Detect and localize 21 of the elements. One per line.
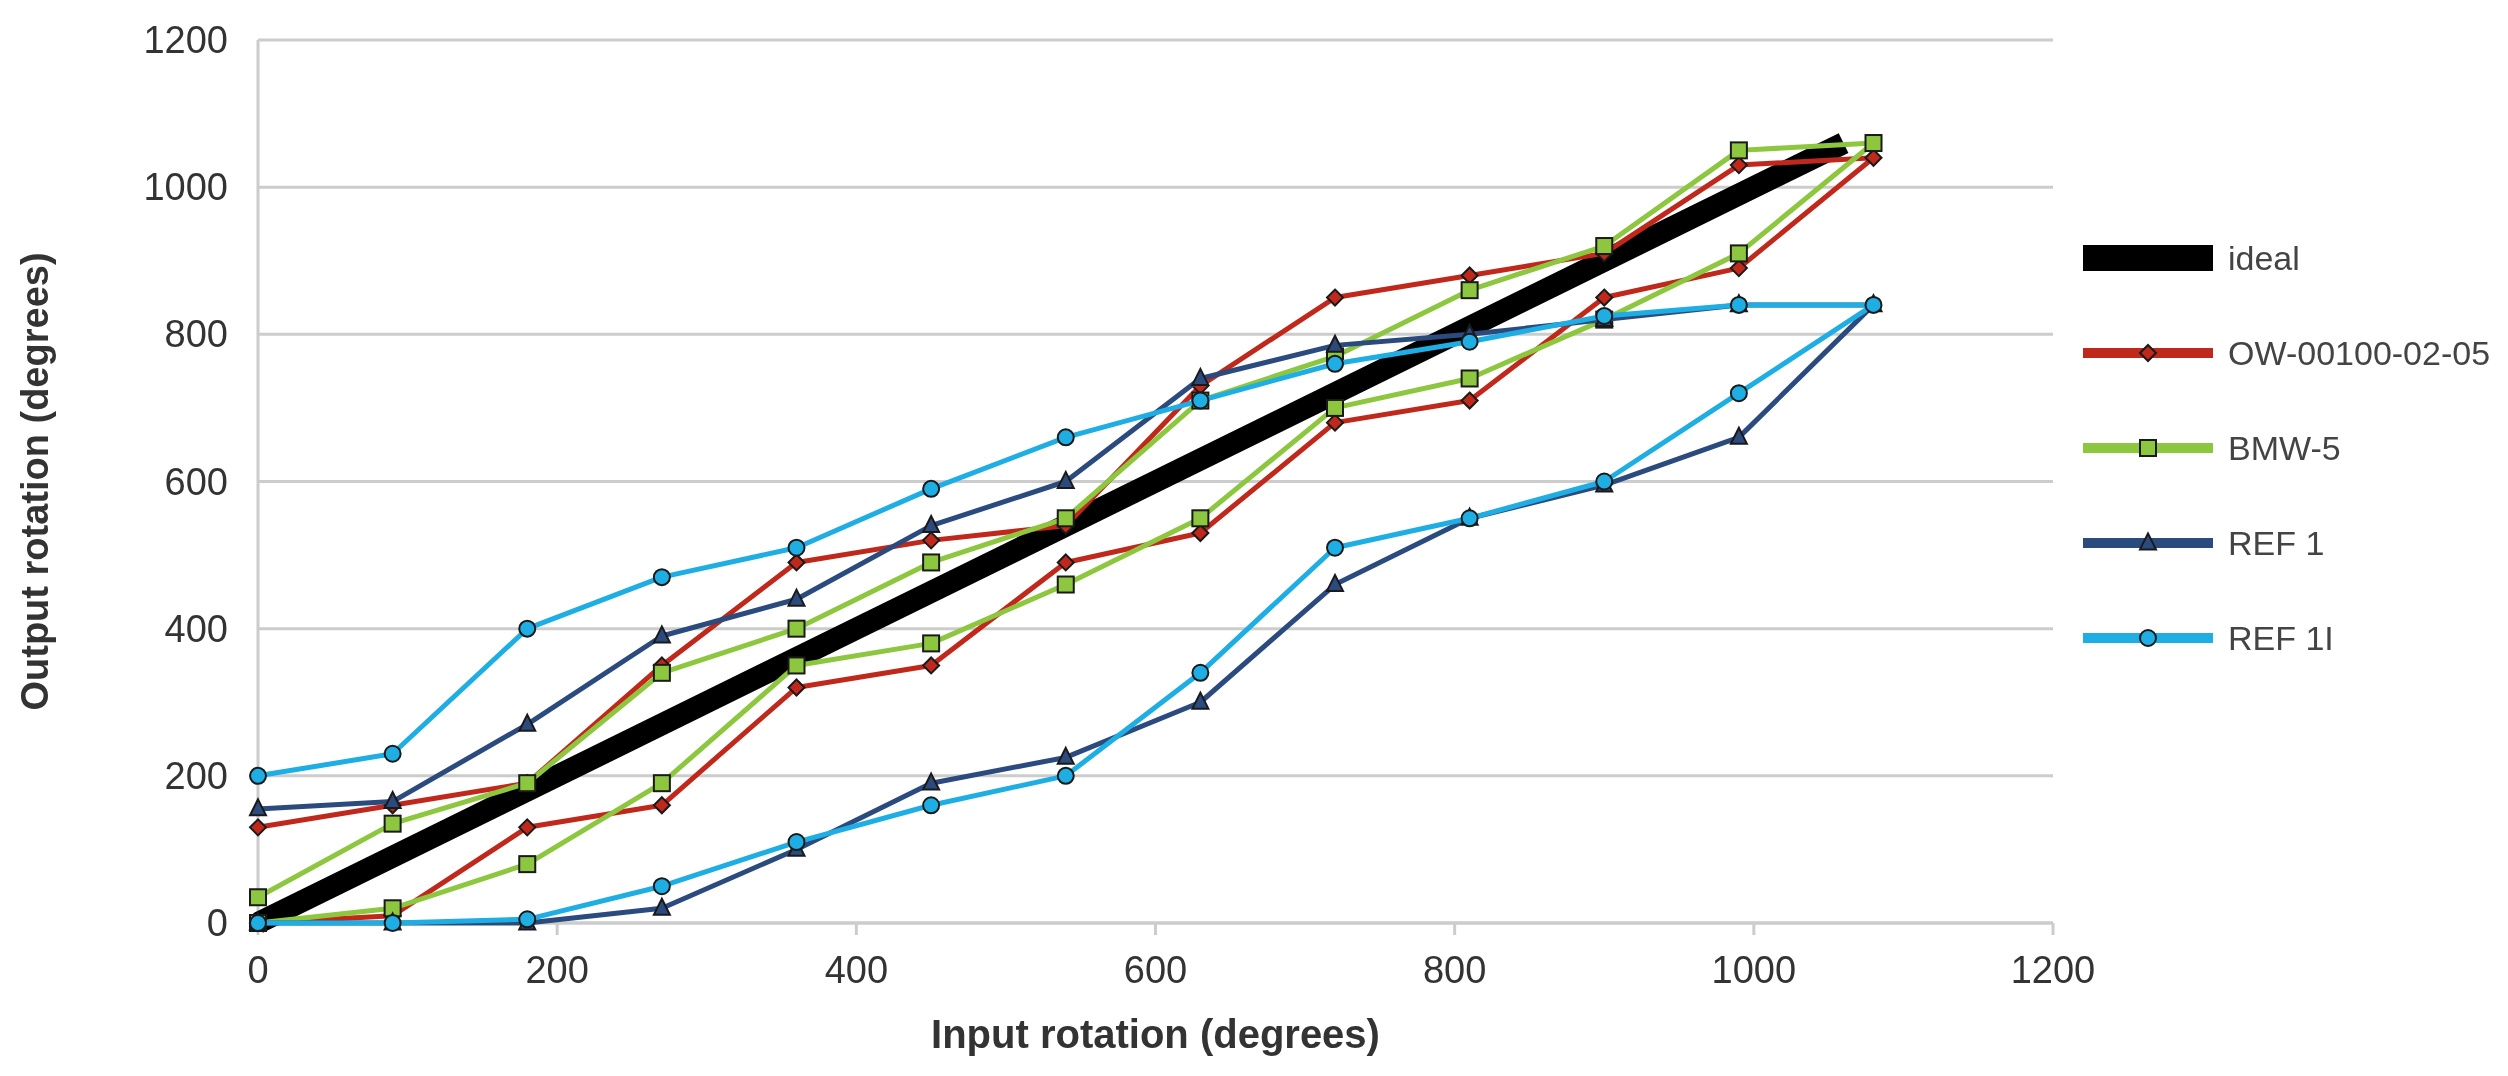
y-tick-label: 200 <box>164 754 228 797</box>
x-tick-label: 600 <box>1123 949 1188 991</box>
legend-label: OW-00100-02-05 <box>2228 334 2491 372</box>
y-tick-label: 400 <box>164 607 228 650</box>
x-tick-label: 400 <box>824 949 889 991</box>
legend-label: REF 1 <box>2228 524 2325 562</box>
y-tick-label: 600 <box>164 460 228 503</box>
y-tick-label: 0 <box>206 902 228 944</box>
x-tick-label: 200 <box>525 949 589 991</box>
x-tick-label: 800 <box>1422 949 1487 991</box>
x-tick-label: 1000 <box>1711 949 1797 991</box>
y-tick-label: 800 <box>164 313 228 356</box>
x-axis-title: Input rotation (degrees) <box>931 1012 1380 1056</box>
y-tick-label: 1000 <box>143 166 228 209</box>
legend-label: REF 1I <box>2228 619 2334 657</box>
y-tick-label: 1200 <box>143 19 228 61</box>
y-axis-title: Output rotation (degrees) <box>14 252 56 711</box>
legend-label: BMW-5 <box>2228 429 2341 467</box>
x-tick-label: 1200 <box>2010 949 2096 991</box>
legend-label: ideal <box>2228 239 2300 277</box>
x-tick-label: 0 <box>247 949 269 991</box>
